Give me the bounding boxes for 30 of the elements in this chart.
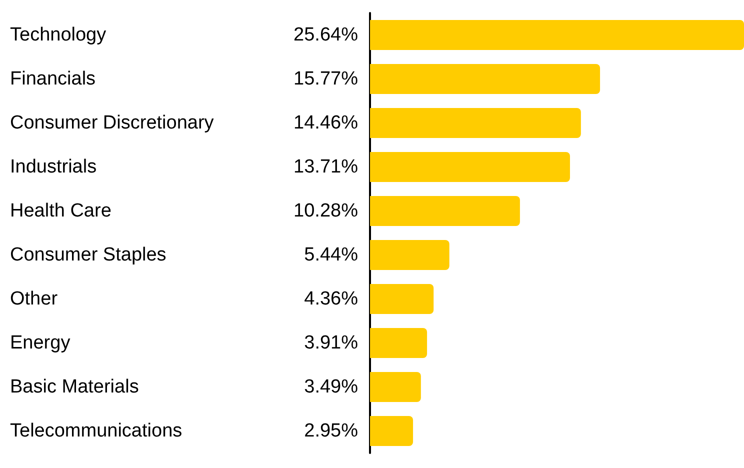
data-label: 2.95% (304, 420, 358, 442)
data-label: 14.46% (294, 112, 358, 134)
data-label: 25.64% (294, 24, 358, 46)
bar (370, 240, 450, 270)
bar (370, 284, 434, 314)
y-tick-label: Health Care (10, 200, 112, 222)
data-label: 5.44% (304, 244, 358, 266)
data-label: 10.28% (294, 200, 358, 222)
y-tick-label: Financials (10, 68, 96, 90)
y-tick-label: Basic Materials (10, 376, 139, 398)
y-tick-label: Industrials (10, 156, 97, 178)
bar (370, 152, 570, 182)
bar (370, 64, 600, 94)
bar (370, 20, 744, 50)
bar (370, 108, 581, 138)
data-label: 3.91% (304, 332, 358, 354)
y-tick-label: Telecommunications (10, 420, 182, 442)
bar (370, 328, 428, 358)
bar (370, 372, 421, 402)
y-tick-label: Energy (10, 332, 71, 354)
bar (370, 196, 520, 226)
data-label: 13.71% (294, 156, 358, 178)
bar (370, 416, 414, 446)
y-tick-label: Consumer Discretionary (10, 112, 214, 134)
data-label: 15.77% (294, 68, 358, 90)
y-tick-label: Consumer Staples (10, 244, 166, 266)
data-label: 3.49% (304, 376, 358, 398)
data-label: 4.36% (304, 288, 358, 310)
y-tick-label: Other (10, 288, 58, 310)
y-tick-label: Technology (10, 24, 107, 46)
